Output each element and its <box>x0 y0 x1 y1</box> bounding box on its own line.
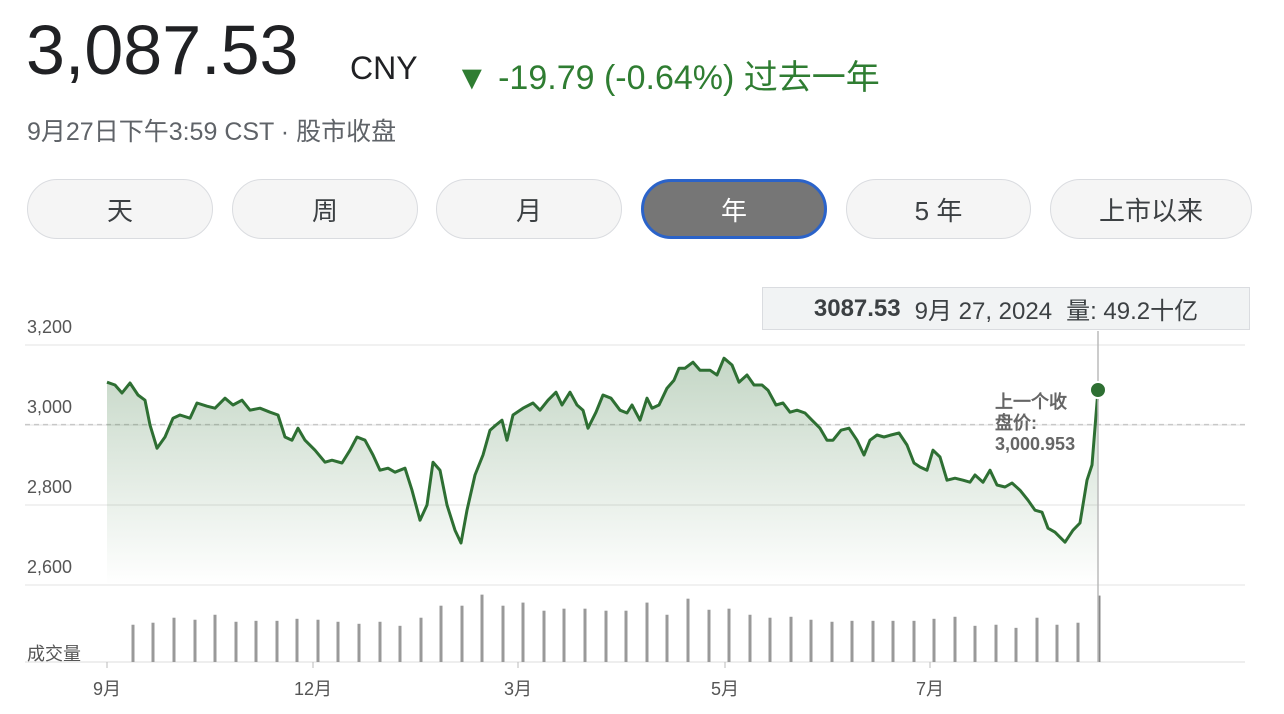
price: 3,087.53 <box>26 11 299 89</box>
volume-bar <box>932 618 936 662</box>
volume-bar <box>768 617 772 662</box>
volume-bar <box>419 617 423 662</box>
y-tick-label: 3,000 <box>27 397 72 417</box>
volume-bar <box>871 620 875 662</box>
previous-close-title: 上一个收盘价: <box>995 392 1067 433</box>
range-tab[interactable]: 上市以来 <box>1050 179 1252 239</box>
volume-bar <box>213 614 217 662</box>
volume-bar <box>1076 622 1080 662</box>
volume-bar <box>378 621 382 662</box>
volume-bar <box>624 610 628 662</box>
volume-bar <box>748 614 752 662</box>
tooltip-price: 3087.53 <box>813 294 901 322</box>
volume-bar <box>501 605 505 662</box>
volume-bar <box>1055 624 1059 662</box>
volume-bar <box>336 621 340 662</box>
tooltip-volume: 量: 49.2十亿 <box>1066 298 1199 325</box>
volume-bar <box>460 605 464 662</box>
volume-bar <box>891 620 895 662</box>
x-tick-label: 5月 <box>711 679 739 699</box>
previous-close-value: 3,000.953 <box>995 434 1076 454</box>
volume-bar <box>583 608 587 662</box>
volume-bar <box>1035 617 1039 662</box>
volume-bar <box>439 605 443 662</box>
tooltip: 3087.53 9月 27, 2024 量: 49.2十亿 <box>762 287 1250 330</box>
volume-bar <box>707 609 711 662</box>
hover-dot <box>1089 380 1107 399</box>
range-tab[interactable]: 周 <box>232 179 418 239</box>
range-tab[interactable]: 天 <box>27 179 213 239</box>
volume-bar <box>193 619 197 662</box>
volume-bar <box>994 624 998 662</box>
range-tab[interactable]: 5 年 <box>846 179 1031 239</box>
volume-bar <box>254 620 258 662</box>
timestamp: 9月27日下午3:59 CST · 股市收盘 <box>27 118 397 146</box>
area-fill <box>107 358 1098 585</box>
volume-bar <box>316 619 320 662</box>
y-tick-label: 2,600 <box>27 557 72 577</box>
volume-bar <box>275 620 279 662</box>
volume-bar <box>521 602 525 662</box>
volume-bar <box>727 608 731 662</box>
volume-label: 成交量 <box>27 644 81 664</box>
volume-bar <box>131 624 135 662</box>
volume-bar <box>604 610 608 662</box>
volume-bar <box>912 620 916 662</box>
range-tab[interactable]: 年 <box>641 179 827 239</box>
currency: CNY <box>350 50 418 86</box>
volume-bar <box>542 610 546 662</box>
volume-bar <box>398 625 402 662</box>
volume-bar <box>357 623 361 662</box>
volume-bar <box>665 614 669 662</box>
volume-bar <box>686 598 690 662</box>
volume-bar <box>953 616 957 662</box>
volume-bar <box>172 617 176 662</box>
volume-bar <box>480 594 484 662</box>
volume-bar <box>234 621 238 662</box>
x-tick-label: 12月 <box>294 679 332 699</box>
y-tick-label: 3,200 <box>27 317 72 337</box>
volume-bar <box>973 625 977 662</box>
volume-bar <box>645 602 649 662</box>
volume-bar <box>789 616 793 662</box>
range-tab[interactable]: 月 <box>436 179 622 239</box>
change-period: 过去一年 <box>743 59 880 97</box>
volume-bar <box>1097 595 1101 662</box>
previous-close-label: 上一个收盘价: 3,000.953 <box>995 392 1075 455</box>
change-arrow: ▼ <box>455 59 489 97</box>
volume-bar <box>809 619 813 662</box>
y-tick-label: 2,800 <box>27 477 72 497</box>
x-tick-label: 3月 <box>504 679 532 699</box>
volume-bar <box>295 618 299 662</box>
tooltip-date: 9月 27, 2024 <box>914 298 1053 325</box>
volume-bar <box>562 608 566 662</box>
volume-bar <box>151 622 155 662</box>
price-line <box>106 356 1100 545</box>
x-tick-label: 9月 <box>93 679 121 699</box>
volume-bar <box>1014 627 1018 662</box>
volume-bar <box>850 620 854 662</box>
x-tick-label: 7月 <box>916 679 944 699</box>
volume-bar <box>830 621 834 662</box>
change: ▼ -19.79 (-0.64%) 过去一年 <box>455 50 880 99</box>
change-value: -19.79 (-0.64%) <box>498 59 735 97</box>
